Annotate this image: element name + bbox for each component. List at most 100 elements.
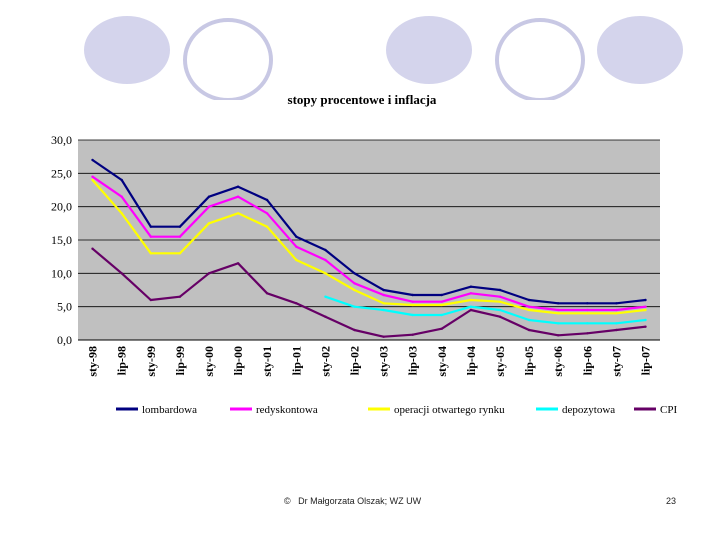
- data-point: [324, 272, 327, 275]
- page-number: 23: [666, 496, 677, 506]
- data-point: [615, 302, 618, 305]
- series-line: [91, 175, 646, 312]
- x-tick-label: lip-03: [406, 346, 420, 375]
- x-tick-label: lip-99: [173, 346, 187, 375]
- data-point: [411, 333, 414, 336]
- data-point: [178, 252, 182, 255]
- data-point: [557, 334, 560, 337]
- data-point: [265, 198, 269, 202]
- series-lines: [91, 158, 647, 338]
- data-point: [120, 195, 123, 198]
- data-point: [382, 288, 385, 292]
- data-point: [178, 235, 182, 238]
- data-point: [440, 303, 443, 307]
- x-tick-label: sty-02: [318, 346, 332, 377]
- data-point: [265, 225, 269, 228]
- legend-label: CPI: [660, 404, 677, 416]
- data-point: [527, 318, 531, 322]
- x-tick-label: sty-04: [435, 346, 449, 377]
- data-point: [615, 328, 618, 332]
- data-point: [615, 312, 618, 315]
- footer-author: © Dr Małgorzata Olszak; WZ UW: [284, 496, 421, 506]
- data-point: [207, 272, 211, 275]
- data-point: [353, 305, 356, 308]
- x-tick-label: sty-00: [202, 346, 216, 377]
- data-point: [91, 178, 94, 182]
- x-tick-label: sty-98: [86, 346, 100, 377]
- data-point: [615, 322, 618, 325]
- data-point: [149, 235, 152, 238]
- data-point: [527, 298, 531, 302]
- y-tick-label: 5,0: [57, 300, 72, 314]
- data-point: [527, 305, 531, 308]
- x-tick-label: lip-06: [580, 346, 594, 375]
- x-tick-label: lip-05: [522, 346, 536, 375]
- y-tick-label: 25,0: [51, 166, 72, 180]
- data-point: [586, 332, 589, 335]
- data-point: [469, 292, 473, 295]
- x-tick-label: sty-99: [144, 346, 158, 377]
- deco-circle-1: [84, 16, 170, 84]
- data-point: [149, 298, 152, 302]
- data-point: [120, 178, 123, 182]
- legend-label: depozytowa: [562, 404, 615, 416]
- y-tick-label: 20,0: [51, 200, 72, 214]
- deco-circle-3: [386, 16, 472, 84]
- data-point: [295, 302, 298, 305]
- data-point: [236, 185, 240, 188]
- data-point: [207, 205, 211, 208]
- series-line: [325, 295, 646, 325]
- data-point: [440, 327, 443, 330]
- data-point: [644, 325, 647, 328]
- data-point: [498, 300, 502, 303]
- data-point: [440, 313, 443, 317]
- data-point: [557, 312, 560, 315]
- data-point: [265, 212, 269, 215]
- data-point: [207, 195, 211, 198]
- x-tick-label: sty-07: [609, 346, 623, 377]
- y-tick-label: 15,0: [51, 233, 72, 247]
- data-point: [149, 225, 152, 228]
- x-tick-label: sty-03: [377, 346, 391, 377]
- data-point: [469, 298, 473, 302]
- decorative-circles: [84, 16, 683, 100]
- data-point: [644, 318, 647, 322]
- data-point: [295, 245, 298, 248]
- x-tick-label: lip-04: [464, 346, 478, 375]
- deco-circle-5: [597, 16, 683, 84]
- data-point: [120, 212, 123, 215]
- data-point: [324, 295, 327, 298]
- data-point: [149, 252, 152, 255]
- x-axis-ticks: sty-98 lip-98 sty-99 lip-99 sty-00 lip-00 sty-…: [86, 346, 653, 377]
- data-point: [236, 262, 240, 265]
- data-point: [295, 258, 298, 262]
- data-point: [382, 308, 385, 312]
- y-tick-label: 0,0: [57, 333, 72, 347]
- data-point: [120, 272, 123, 275]
- data-point: [644, 298, 647, 302]
- data-point: [324, 315, 327, 318]
- data-point: [207, 222, 211, 225]
- data-point: [411, 300, 414, 303]
- data-point: [353, 328, 356, 332]
- data-point: [498, 295, 502, 298]
- data-point: [382, 302, 385, 305]
- deco-circle-2: [183, 18, 273, 100]
- data-point: [295, 235, 298, 238]
- series-line: [91, 247, 646, 338]
- x-tick-label: lip-07: [638, 346, 652, 375]
- data-point: [440, 300, 443, 303]
- data-point: [469, 308, 473, 312]
- x-tick-label: lip-00: [231, 346, 245, 375]
- data-point: [557, 308, 560, 312]
- data-point: [527, 328, 531, 332]
- data-point: [469, 305, 473, 308]
- y-tick-label: 30,0: [51, 133, 72, 147]
- copyright-symbol: ©: [284, 496, 291, 506]
- deco-circle-4: [495, 18, 585, 100]
- data-point: [178, 295, 182, 298]
- data-point: [586, 302, 589, 305]
- data-point: [411, 313, 414, 317]
- data-point: [382, 293, 385, 297]
